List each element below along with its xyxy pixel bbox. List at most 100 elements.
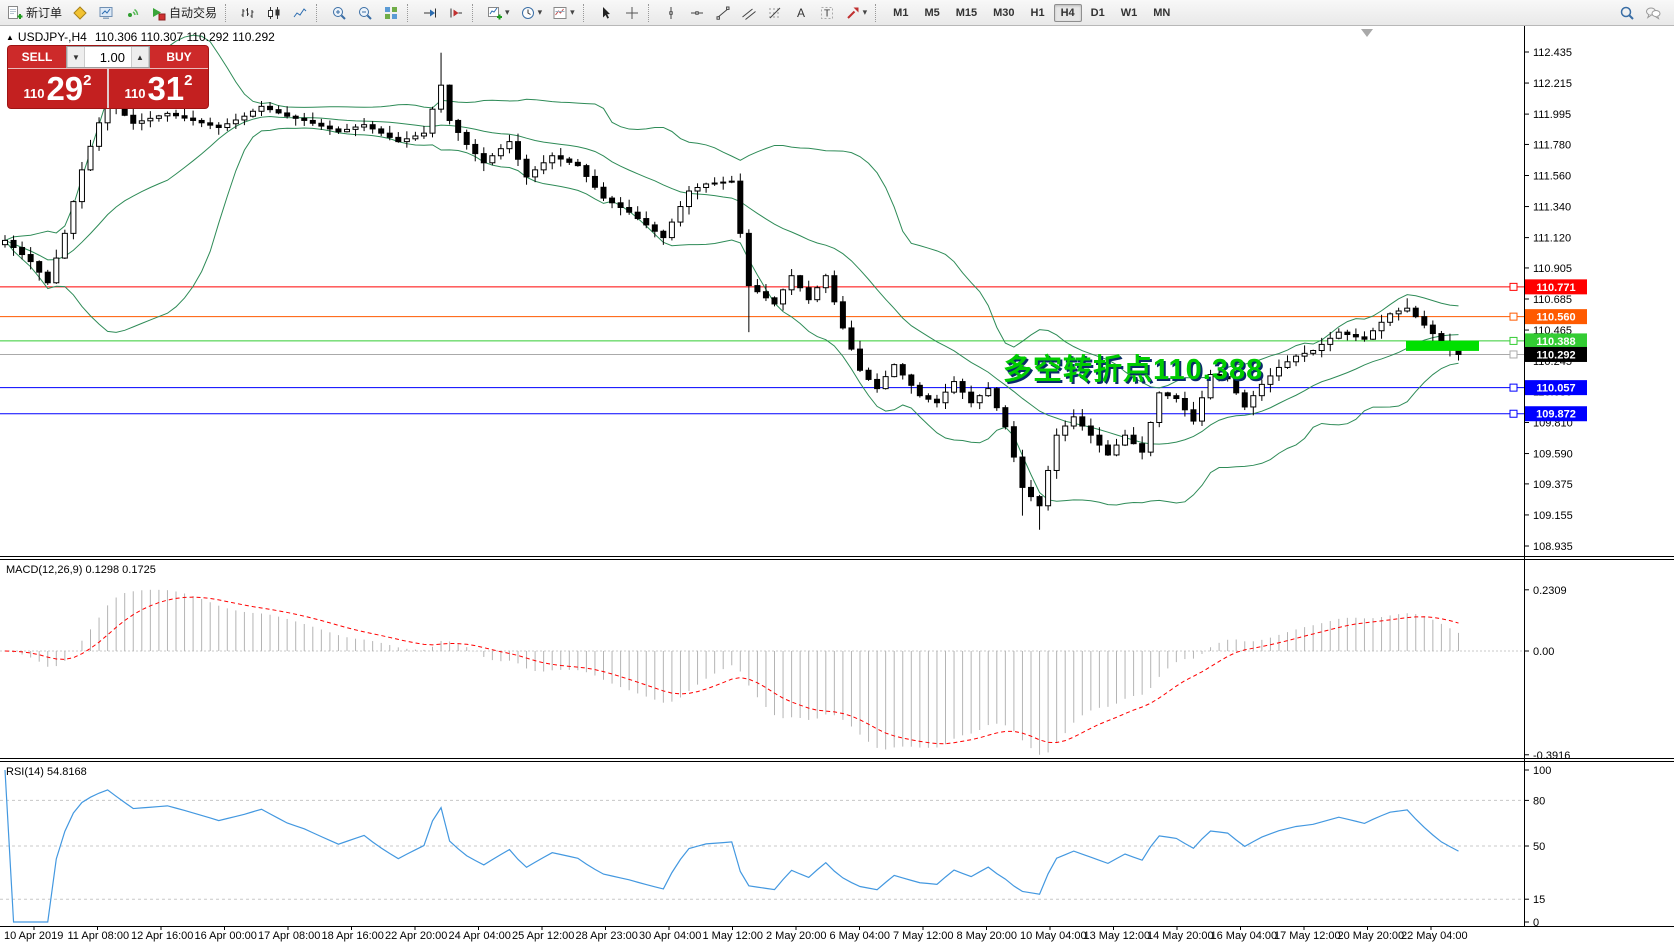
bar-chart-button[interactable]: [236, 1, 260, 25]
level-line-marker[interactable]: [1509, 383, 1518, 392]
timeframe-m30-button[interactable]: M30: [993, 6, 1015, 19]
candle-body: [1104, 444, 1111, 456]
price-tick-label: 111.120: [1533, 233, 1571, 245]
tile-windows-button[interactable]: [379, 1, 403, 25]
candle-body: [27, 254, 34, 263]
price-tick-label: 109.590: [1533, 449, 1573, 461]
arrows-button[interactable]: ▾: [841, 1, 872, 25]
candle-body: [805, 287, 812, 301]
crosshair-button[interactable]: [620, 1, 644, 25]
candle-body: [831, 275, 838, 303]
candle-body: [976, 395, 983, 404]
trendline-button[interactable]: [711, 1, 735, 25]
price-tick-label: 112.215: [1533, 78, 1572, 90]
candle-body: [1122, 434, 1129, 446]
zoom-in-button[interactable]: [327, 1, 351, 25]
signals-button[interactable]: [120, 1, 144, 25]
trendline-icon: [715, 5, 731, 21]
timeframe-h1-button[interactable]: H1: [1030, 6, 1045, 19]
candle-body: [369, 124, 376, 130]
autotrading-button[interactable]: 自动交易: [146, 1, 221, 25]
timeframe-m1-button[interactable]: M1: [893, 6, 909, 19]
price-tick-label: 111.995: [1533, 109, 1571, 121]
level-line-marker[interactable]: [1509, 409, 1518, 418]
timeframe-m15-button[interactable]: M15: [955, 6, 978, 19]
vertical-line-button[interactable]: [659, 1, 683, 25]
timeframe-mn-button[interactable]: MN: [1153, 6, 1171, 19]
sell-price-display[interactable]: 110 29 2: [8, 68, 107, 108]
timeframe-m5-button[interactable]: M5: [924, 6, 940, 19]
chart-shift-button[interactable]: [444, 1, 468, 25]
highlight-rectangle[interactable]: [1406, 340, 1479, 351]
candle-body: [446, 84, 453, 121]
toolbar-separator: [472, 3, 479, 22]
candle-body: [703, 183, 710, 188]
equidistant-channel-button[interactable]: [737, 1, 761, 25]
expand-triangle-icon[interactable]: ▲: [6, 33, 14, 42]
price-badge-label: 109.872: [1536, 409, 1576, 421]
text-button[interactable]: A: [789, 1, 813, 25]
time-axis-label: 7 May 12:00: [893, 930, 954, 942]
auto-scroll-button[interactable]: [418, 1, 442, 25]
chart-shift-marker[interactable]: [1361, 29, 1373, 37]
new-order-button[interactable]: 新订单: [3, 1, 66, 25]
timeframe-w1-button[interactable]: W1: [1120, 6, 1138, 19]
bar-chart-icon: [240, 5, 256, 21]
toolbar-separator: [225, 3, 232, 22]
toolbar-separator: [647, 3, 655, 22]
candle-body: [130, 114, 137, 124]
profiles-button[interactable]: ▾: [516, 1, 547, 25]
price-tick-label: 112.435: [1533, 47, 1572, 59]
time-axis-label: 28 Apr 23:00: [575, 930, 638, 942]
search-button[interactable]: [1615, 1, 1639, 25]
level-line-marker[interactable]: [1509, 350, 1518, 359]
sell-button[interactable]: SELL: [8, 46, 66, 68]
timeframe-d1-button[interactable]: D1: [1090, 6, 1105, 19]
volume-input[interactable]: 1.00: [85, 47, 131, 67]
buy-price-sup: 2: [184, 72, 193, 89]
market-watch-button[interactable]: [94, 1, 118, 25]
time-axis-label: 22 Apr 20:00: [385, 930, 448, 942]
zoom-out-button[interactable]: [353, 1, 377, 25]
volume-stepper: ▼ 1.00 ▲: [66, 46, 150, 68]
chart-annotation-text[interactable]: 多空转折点110.388: [1003, 354, 1264, 386]
candle-body: [1412, 307, 1419, 318]
volume-up-button[interactable]: ▲: [131, 47, 149, 67]
level-line-marker[interactable]: [1509, 336, 1518, 345]
buy-button[interactable]: BUY: [150, 46, 208, 68]
candle-body: [1156, 392, 1163, 423]
chat-button[interactable]: [1641, 1, 1665, 25]
candle-body: [284, 112, 291, 117]
price-tick-label: 110.685: [1533, 294, 1572, 306]
price-tick-label: 111.560: [1533, 170, 1571, 182]
level-line-marker[interactable]: [1509, 282, 1518, 291]
time-axis[interactable]: 10 Apr 2019 11 Apr 08:00 12 Apr 16:00 16 Ap…: [0, 927, 1674, 945]
candle-body: [1062, 425, 1069, 436]
candlestick-chart-button[interactable]: [262, 1, 286, 25]
horizontal-line-button[interactable]: [685, 1, 709, 25]
fibonacci-button[interactable]: [763, 1, 787, 25]
zoom-in-icon: [331, 5, 347, 21]
volume-down-button[interactable]: ▼: [67, 47, 85, 67]
candle-body: [1250, 395, 1257, 408]
metaeditor-icon: [72, 5, 88, 21]
toolbar-right-group: [1614, 1, 1672, 25]
metaeditor-button[interactable]: [68, 1, 92, 25]
candle-body: [497, 148, 504, 157]
templates-button[interactable]: ▾: [548, 1, 579, 25]
candle-body: [1233, 378, 1240, 394]
cursor-button[interactable]: [594, 1, 618, 25]
buy-price-display[interactable]: 110 31 2: [109, 68, 208, 108]
level-line-marker[interactable]: [1509, 312, 1518, 321]
candle-body: [1327, 337, 1334, 345]
candle-body: [857, 348, 863, 371]
toolbar-separator: [407, 3, 414, 22]
autotrading-icon: [150, 5, 166, 21]
time-axis-label: 10 May 04:00: [1020, 930, 1087, 942]
line-chart-button[interactable]: [288, 1, 312, 25]
candle-body: [1275, 366, 1282, 377]
timeframe-h4-button[interactable]: H4: [1053, 3, 1082, 22]
text-label-button[interactable]: T: [815, 1, 839, 25]
new-chart-button[interactable]: ▾: [483, 1, 514, 25]
